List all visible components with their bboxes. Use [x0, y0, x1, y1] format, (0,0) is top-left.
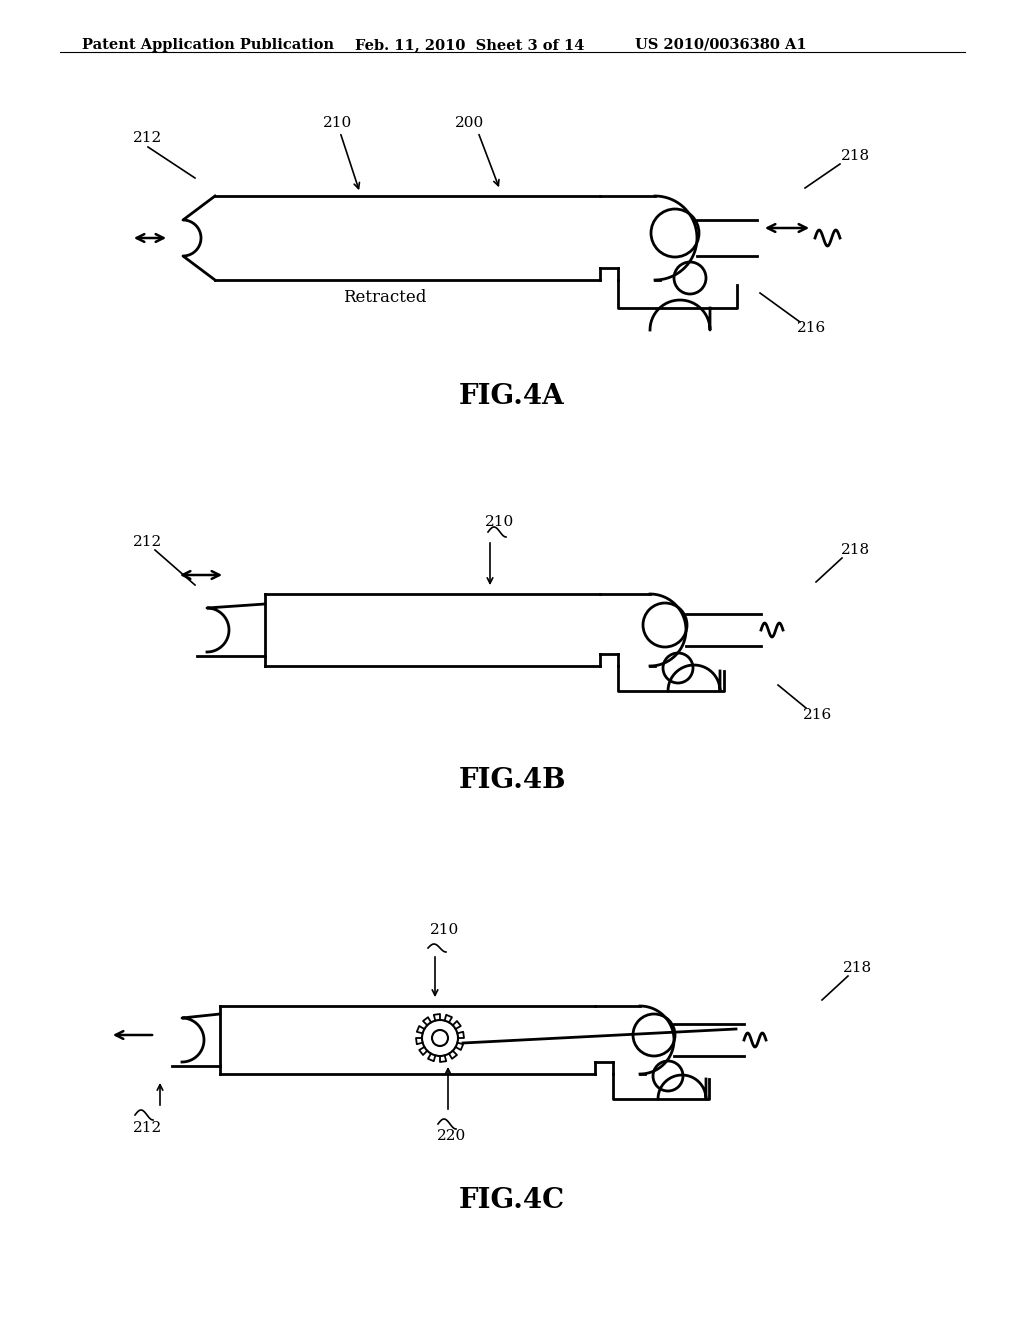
Text: 218: 218 [841, 149, 869, 162]
Text: Retracted: Retracted [343, 289, 427, 306]
Text: FIG.4A: FIG.4A [459, 383, 565, 409]
Text: 210: 210 [430, 923, 460, 937]
Text: US 2010/0036380 A1: US 2010/0036380 A1 [635, 38, 807, 51]
Text: 218: 218 [844, 961, 872, 975]
Text: 218: 218 [841, 543, 869, 557]
Text: 212: 212 [133, 1121, 163, 1135]
Text: 212: 212 [133, 535, 163, 549]
Text: FIG.4C: FIG.4C [459, 1187, 565, 1213]
Text: 216: 216 [804, 708, 833, 722]
Text: Patent Application Publication: Patent Application Publication [82, 38, 334, 51]
Text: 220: 220 [437, 1129, 467, 1143]
Text: 200: 200 [456, 116, 484, 129]
Text: 216: 216 [798, 321, 826, 335]
Text: FIG.4B: FIG.4B [459, 767, 565, 793]
Text: 212: 212 [133, 131, 163, 145]
Text: 210: 210 [485, 515, 515, 529]
Text: 210: 210 [324, 116, 352, 129]
Text: Feb. 11, 2010  Sheet 3 of 14: Feb. 11, 2010 Sheet 3 of 14 [355, 38, 585, 51]
